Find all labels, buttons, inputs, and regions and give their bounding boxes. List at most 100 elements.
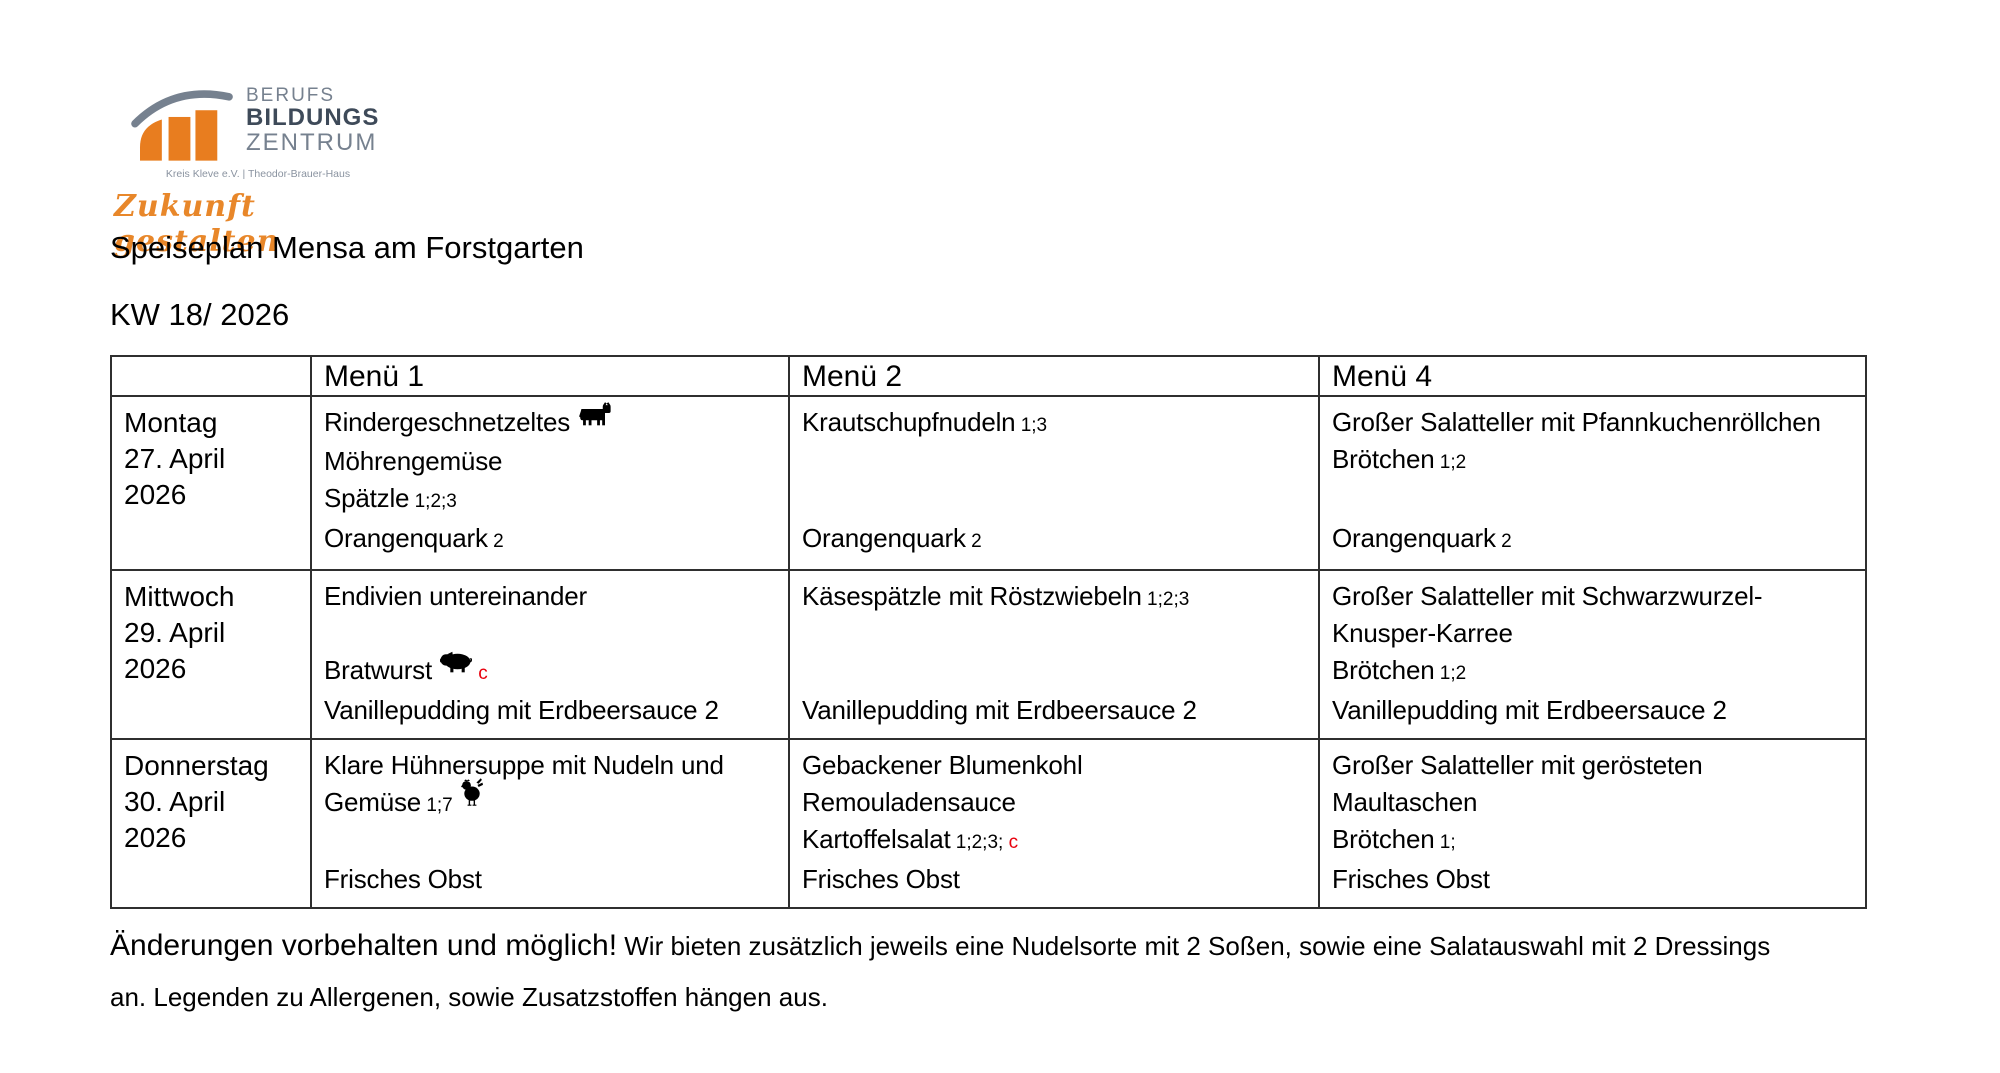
dish-text: Endivien untereinander: [324, 580, 588, 611]
logo: BERUFS BILDUNGS ZENTRUM Kreis Kleve e.V.…: [114, 80, 428, 259]
logo-subtitle: Kreis Kleve e.V. | Theodor-Brauer-Haus: [165, 168, 351, 180]
blank-line: [324, 615, 776, 652]
menu-cell: Gebackener Blumenkohl Remouladensauce Kart…: [790, 739, 1320, 909]
logo-line-berufs: BERUFS: [246, 85, 336, 106]
pig-icon: [440, 646, 473, 683]
dish-text: Käsespätzle mit Röstzwiebeln: [802, 580, 1142, 611]
day-line: 27. April: [124, 443, 226, 474]
menu-item-line: Brötchen 1;2: [1332, 441, 1853, 481]
dish-text: Vanillepudding mit Erdbeersauce 2: [1332, 694, 1727, 725]
header-cell-menu-4: Menü 4: [1320, 357, 1867, 397]
menu-item-line: Vanillepudding mit Erdbeersauce 2: [802, 692, 1306, 729]
menu-item-line: Endivien untereinander: [324, 578, 776, 615]
menu-cell-main: Großer Salatteller mit Schwarzwurzel- Knu…: [1332, 578, 1853, 692]
allergen-numbers: 2: [487, 530, 504, 552]
menu-item-line: Käsespätzle mit Röstzwiebeln 1;2;3: [802, 578, 1306, 618]
dish-text: Großer Salatteller mit gerösteten: [1332, 749, 1703, 780]
menu-item-line: Gebackener Blumenkohl: [802, 747, 1306, 784]
footer-line2: an. Legenden zu Allergenen, sowie Zusatz…: [110, 982, 828, 1012]
menu-item-line: Brötchen 1;: [1332, 821, 1853, 861]
menu-cell-dessert: Frisches Obst: [1332, 861, 1853, 898]
menu-cell-dessert: Vanillepudding mit Erdbeersauce 2: [324, 692, 776, 729]
day-line: 2026: [124, 652, 187, 684]
menu-item-line: Vanillepudding mit Erdbeersauce 2: [324, 692, 776, 729]
allergen-letter-red: c: [473, 662, 488, 684]
allergen-numbers: 2: [1495, 530, 1512, 552]
footer-note: Änderungen vorbehalten und möglich! Wir …: [110, 922, 1870, 1021]
dish-text: Frisches Obst: [324, 863, 482, 894]
dish-text: Gemüse: [324, 786, 422, 817]
menu-cell-dessert: Frisches Obst: [324, 861, 776, 898]
dish-text: Spätzle: [324, 482, 410, 513]
page-title: Speiseplan Mensa am Forstgarten: [110, 230, 584, 265]
menu-item-line: Vanillepudding mit Erdbeersauce 2: [1332, 692, 1853, 729]
menu-cell-main: Gebackener Blumenkohl Remouladensauce Kart…: [802, 747, 1306, 861]
menu-item-line: Orangenquark 2: [802, 520, 1306, 560]
menu-item-line: Frisches Obst: [802, 861, 1306, 898]
dish-text: Brötchen: [1332, 444, 1435, 474]
chicken-icon: [460, 777, 483, 817]
footer-rest-text: Wir bieten zusätzlich jeweils eine Nudel…: [624, 931, 1771, 961]
dish-text: Frisches Obst: [802, 863, 960, 894]
footer-bold-text: Änderungen vorbehalten und möglich!: [110, 929, 618, 962]
menu-cell: Rindergeschnetzeltes Möhrengemüse Spätzle …: [312, 397, 790, 571]
menu-item-line: Gemüse 1;7: [324, 778, 776, 824]
dish-text: Bratwurst: [324, 654, 433, 685]
menu-cell: Krautschupfnudeln 1;3 Orangenquark 2: [790, 397, 1320, 571]
allergen-numbers: 2: [965, 530, 982, 552]
menu-item-line: Möhrengemüse: [324, 443, 776, 480]
menu-cell-main: Endivien untereinander Bratwurst c: [324, 578, 776, 692]
allergen-numbers: 1;7: [421, 794, 453, 816]
menu-item-line: Rindergeschnetzeltes: [324, 401, 776, 443]
menu-cell-dessert: Frisches Obst: [802, 861, 1306, 898]
day-line: 30. April: [124, 785, 226, 817]
dish-text: Gebackener Blumenkohl: [802, 749, 1083, 780]
menu-item-line: Bratwurst c: [324, 651, 776, 692]
menu-item-line: Klare Hühnersuppe mit Nudeln und: [324, 747, 776, 784]
menu-item-line: Maultaschen: [1332, 784, 1853, 821]
dish-text: Orangenquark: [802, 522, 966, 553]
footer-line1: Änderungen vorbehalten und möglich! Wir …: [110, 922, 1870, 974]
menu-cell-dessert: Orangenquark 2: [1332, 520, 1853, 560]
allergen-numbers: 1;2;3: [409, 490, 457, 512]
dish-text: Brötchen: [1332, 654, 1435, 685]
allergen-numbers: 1;2: [1434, 662, 1467, 684]
menu-cell-dessert: Orangenquark 2: [324, 520, 776, 560]
day-cell-mittwoch: Mittwoch 29. April 2026: [112, 570, 312, 740]
logo-line-bildungs: BILDUNGS: [246, 103, 380, 131]
dish-text: Klare Hühnersuppe mit Nudeln und: [324, 749, 724, 780]
menu-cell-main: Großer Salatteller mit gerösteten Maultas…: [1332, 747, 1853, 861]
menu-cell: Käsespätzle mit Röstzwiebeln 1;2;3 Vanill…: [790, 570, 1320, 740]
allergen-numbers: 1;2: [1434, 452, 1467, 473]
menu-cell-main: Großer Salatteller mit Pfannkuchenröllch…: [1332, 404, 1853, 481]
day-line: 2026: [124, 479, 187, 510]
day-line: 2026: [124, 821, 187, 853]
dish-text: Knusper-Karree: [1332, 617, 1513, 648]
day-line: 29. April: [124, 616, 226, 648]
dish-text: Vanillepudding mit Erdbeersauce 2: [324, 694, 719, 725]
menu-cell-main: Klare Hühnersuppe mit Nudeln und Gemüse 1…: [324, 747, 776, 824]
menu-cell: Endivien untereinander Bratwurst c Vanill…: [312, 570, 790, 740]
menu-cell-main: Krautschupfnudeln 1;3: [802, 404, 1306, 444]
dish-text: Maultaschen: [1332, 786, 1478, 817]
logo-tagline: Zukunft gestalten: [114, 189, 280, 259]
day-line: Montag: [124, 407, 218, 438]
menu-cell: Klare Hühnersuppe mit Nudeln und Gemüse 1…: [312, 739, 790, 909]
menu-cell-dessert: Vanillepudding mit Erdbeersauce 2: [1332, 692, 1853, 729]
menu-cell: Großer Salatteller mit gerösteten Maultas…: [1320, 739, 1867, 909]
allergen-numbers: 1;2;3;: [950, 831, 1004, 853]
menu-item-line: Orangenquark 2: [324, 520, 776, 560]
week-label: KW 18/ 2026: [110, 297, 290, 332]
menu-table: Menü 1 Menü 2 Menü 4 Montag 27. April 2026 Rin…: [110, 355, 1867, 909]
dish-text: Großer Salatteller mit Pfannkuchenröllch…: [1332, 407, 1821, 437]
header-cell-empty: [112, 357, 312, 397]
menu-item-line: Kartoffelsalat 1;2;3; c: [802, 821, 1306, 861]
dish-text: Krautschupfnudeln: [802, 407, 1016, 437]
menu-item-line: Knusper-Karree: [1332, 615, 1853, 652]
day-cell-montag: Montag 27. April 2026: [112, 397, 312, 571]
dish-text: Orangenquark: [1332, 522, 1496, 553]
allergen-letter-red: c: [1003, 831, 1019, 853]
menu-cell-dessert: Orangenquark 2: [802, 520, 1306, 560]
menu-item-line: Großer Salatteller mit Schwarzwurzel-: [1332, 578, 1853, 615]
header-cell-menu-1: Menü 1: [312, 357, 790, 397]
